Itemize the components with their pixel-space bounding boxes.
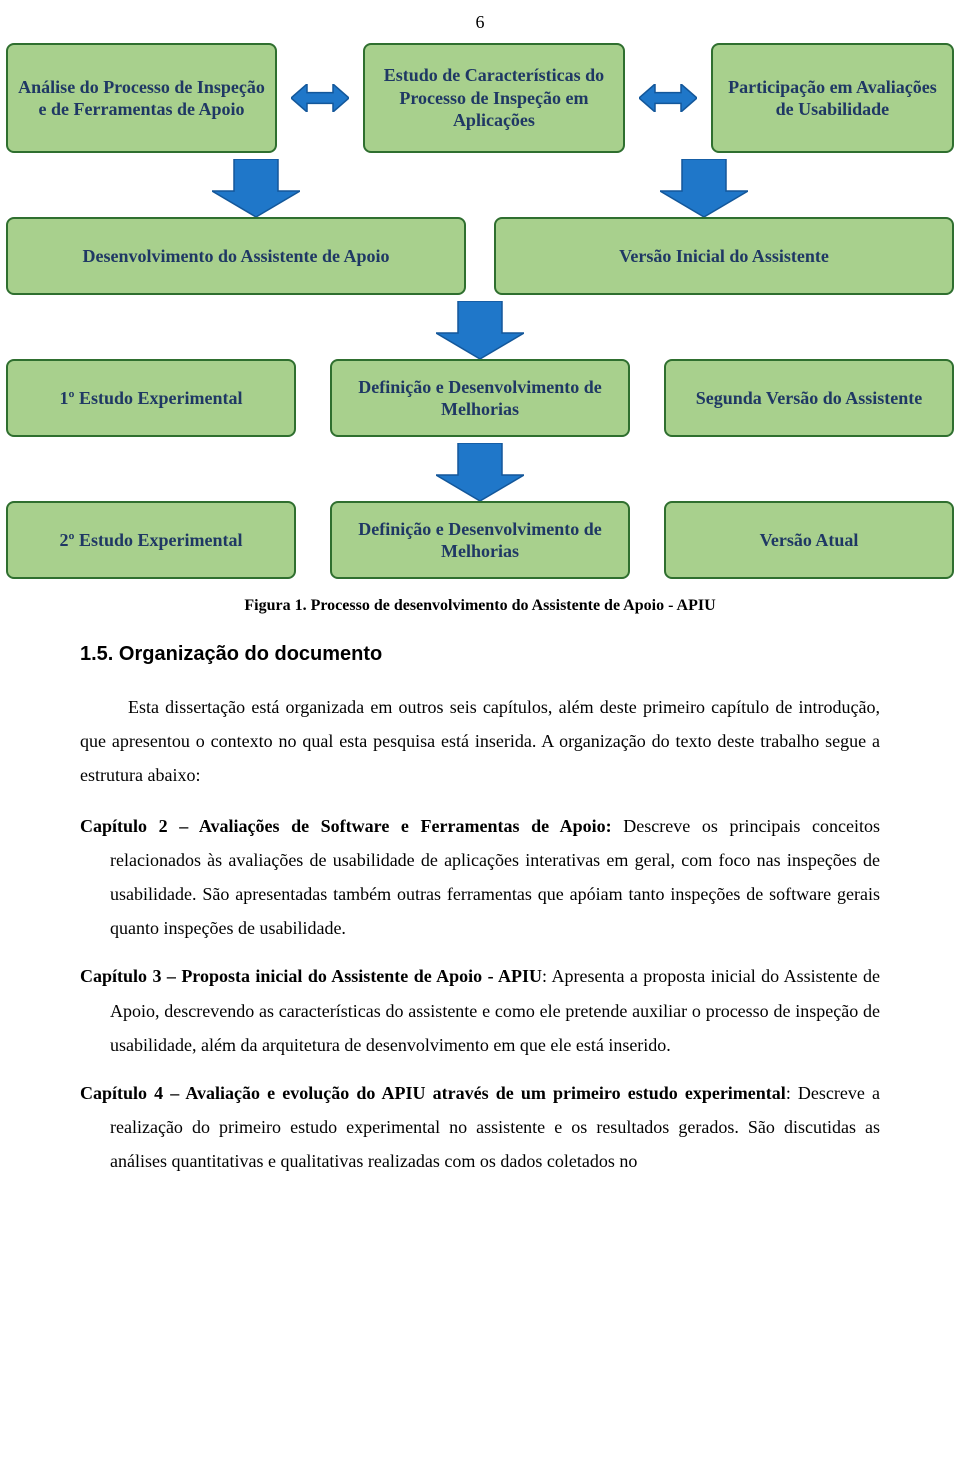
section-heading: 1.5. Organização do documento <box>0 643 960 666</box>
horizontal-arrow-icon <box>639 84 697 112</box>
horizontal-arrow-icon <box>291 84 349 112</box>
down-arrow-row <box>6 159 954 217</box>
chapter-paragraph: Capítulo 3 – Proposta inicial do Assiste… <box>0 959 960 1062</box>
down-arrow-icon <box>436 443 524 501</box>
chapter-title: Capítulo 2 – Avaliações de Software e Fe… <box>80 816 612 836</box>
diagram-row: 2º Estudo Experimental Definição e Desenv… <box>6 501 954 579</box>
diagram-box: Definição e Desenvolvimento de Melhorias <box>330 501 630 579</box>
diagram-row: 1º Estudo Experimental Definição e Desenv… <box>6 359 954 437</box>
diagram-box: Versão Atual <box>664 501 954 579</box>
chapter-paragraph: Capítulo 4 – Avaliação e evolução do API… <box>0 1076 960 1179</box>
diagram-box: Desenvolvimento do Assistente de Apoio <box>6 217 466 295</box>
diagram-box: 1º Estudo Experimental <box>6 359 296 437</box>
diagram-row: Análise do Processo de Inspeção e de Fer… <box>6 43 954 153</box>
diagram-box: Definição e Desenvolvimento de Melhorias <box>330 359 630 437</box>
diagram-box: Análise do Processo de Inspeção e de Fer… <box>6 43 277 153</box>
down-arrow-row <box>6 301 954 359</box>
down-arrow-row <box>6 443 954 501</box>
down-arrow-icon <box>436 301 524 359</box>
diagram-box: 2º Estudo Experimental <box>6 501 296 579</box>
chapter-paragraph: Capítulo 2 – Avaliações de Software e Fe… <box>0 809 960 946</box>
diagram-box: Versão Inicial do Assistente <box>494 217 954 295</box>
page-number: 6 <box>0 0 960 43</box>
process-diagram: Análise do Processo de Inspeção e de Fer… <box>0 43 960 579</box>
diagram-box: Estudo de Características do Processo de… <box>363 43 625 153</box>
chapter-title: Capítulo 3 – Proposta inicial do Assiste… <box>80 966 542 986</box>
diagram-box: Participação em Avaliações de Usabilidad… <box>711 43 954 153</box>
chapter-list: Capítulo 2 – Avaliações de Software e Fe… <box>0 809 960 1179</box>
down-arrow-icon <box>660 159 748 217</box>
chapter-title: Capítulo 4 – Avaliação e evolução do API… <box>80 1083 786 1103</box>
figure-caption: Figura 1. Processo de desenvolvimento do… <box>0 597 960 615</box>
intro-paragraph: Esta dissertação está organizada em outr… <box>0 690 960 793</box>
diagram-row: Desenvolvimento do Assistente de Apoio Ve… <box>6 217 954 295</box>
down-arrow-icon <box>212 159 300 217</box>
diagram-box: Segunda Versão do Assistente <box>664 359 954 437</box>
